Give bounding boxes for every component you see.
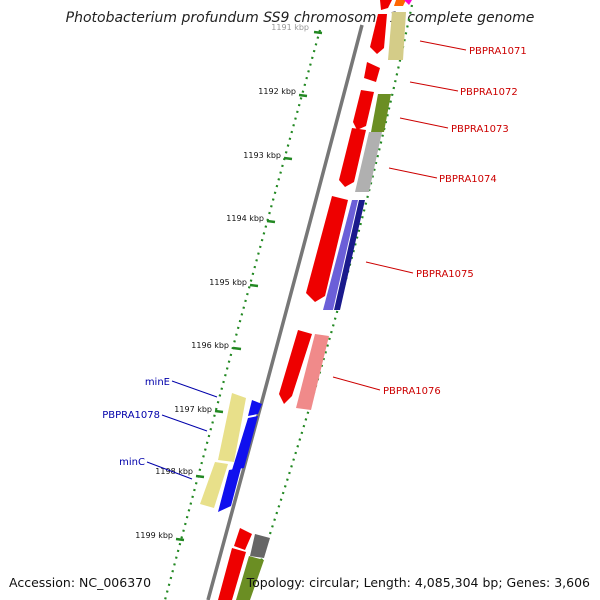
ruler-track: [163, 29, 322, 600]
ruler-ticks: [175, 30, 323, 542]
gene-bottom-red[interactable]: [218, 548, 246, 600]
leader-PBPRA1078: [161, 414, 208, 432]
ruler-tick-label: 1196 kbp: [191, 341, 229, 350]
gene-label-PBPRA1075[interactable]: PBPRA1075: [416, 269, 474, 280]
ruler-tick-label: 1198 kbp: [155, 467, 193, 476]
leader-PBPRA1074: [388, 167, 438, 179]
ruler-tick-label: 1199 kbp: [135, 531, 173, 540]
gene-label-PBPRA1073[interactable]: PBPRA1073: [451, 124, 509, 135]
gene-PBPRA1078-blue[interactable]: [232, 416, 258, 470]
gene-PBPRA1076-red[interactable]: [279, 330, 312, 404]
gene-PBPRA1071-red[interactable]: [370, 14, 387, 54]
gene-PBPRA1071-tan[interactable]: [388, 12, 406, 60]
leader-minE: [171, 380, 218, 398]
ruler-tick: [232, 346, 242, 351]
reverse-strand-genes: [200, 393, 262, 512]
label-leaders: [146, 40, 467, 480]
gene-label-PBPRA1071[interactable]: PBPRA1071: [469, 46, 527, 57]
gene-label-PBPRA1078[interactable]: PBPRA1078: [102, 410, 160, 421]
gene-bottom-red-small[interactable]: [234, 528, 252, 550]
gene-label-PBPRA1074[interactable]: PBPRA1074: [439, 174, 497, 185]
gene-PBPRA1070-orange[interactable]: [394, 0, 406, 6]
ruler-tick: [298, 93, 308, 98]
gene-minE-khaki[interactable]: [218, 393, 246, 462]
ruler-tick: [195, 474, 205, 479]
leader-PBPRA1076: [332, 376, 381, 391]
leader-PBPRA1071: [419, 40, 467, 51]
gene-label-minE[interactable]: minE: [145, 377, 170, 388]
gene-PBPRA1075-purple[interactable]: [323, 200, 358, 310]
gene-PBPRA1072[interactable]: [364, 62, 380, 82]
accession-text: Accession: NC_006370: [9, 575, 152, 590]
gene-minE-blue[interactable]: [248, 400, 262, 416]
gene-PBPRA1075-red[interactable]: [306, 196, 348, 302]
gene-PBPRA1074-grey[interactable]: [355, 132, 382, 192]
chromosome-backbone: [206, 24, 364, 600]
ruler-tick-label: 1191 kbp: [271, 23, 309, 32]
gene-PBPRA1070-red[interactable]: [380, 0, 392, 10]
ruler-tick: [266, 219, 276, 224]
ruler-tick-label: 1197 kbp: [174, 405, 212, 414]
forward-strand-genes: [218, 0, 412, 600]
ruler-tick: [283, 156, 293, 161]
ruler-tick: [249, 283, 259, 288]
gene-minC-khaki[interactable]: [200, 462, 228, 508]
genome-summary-text: Topology: circular; Length: 4,085,304 bp…: [246, 575, 590, 590]
map-title: Photobacterium profundum SS9 chromosome …: [65, 10, 535, 26]
ruler-tick: [175, 537, 185, 542]
leader-PBPRA1073: [399, 117, 449, 129]
gene-PBPRA1076-pink[interactable]: [296, 334, 329, 410]
gene-label-PBPRA1076[interactable]: PBPRA1076: [383, 386, 441, 397]
gene-bottom-olive[interactable]: [236, 556, 264, 600]
ruler-tick-label: 1192 kbp: [258, 87, 296, 96]
ruler-tick: [313, 30, 323, 35]
ruler-tick-label: 1193 kbp: [243, 151, 281, 160]
leader-PBPRA1072: [409, 81, 459, 92]
ruler-track-outer: [246, 4, 414, 600]
gene-PBPRA1073-olive[interactable]: [371, 94, 391, 132]
gene-partial-magenta[interactable]: [404, 0, 412, 5]
leader-minC: [146, 461, 193, 480]
gene-PBPRA1075-navy[interactable]: [334, 200, 365, 310]
gene-PBPRA1074-red[interactable]: [339, 128, 366, 187]
leader-PBPRA1075: [365, 261, 414, 274]
gene-PBPRA1073-red[interactable]: [353, 90, 374, 130]
gene-label-PBPRA1072[interactable]: PBPRA1072: [460, 87, 518, 98]
gene-minC-blue[interactable]: [218, 468, 241, 512]
ruler-tick: [214, 409, 224, 414]
gene-label-minC[interactable]: minC: [119, 457, 145, 468]
ruler-tick-label: 1195 kbp: [209, 278, 247, 287]
gene-bottom-grey[interactable]: [250, 534, 270, 558]
ruler-tick-label: 1194 kbp: [226, 214, 264, 223]
